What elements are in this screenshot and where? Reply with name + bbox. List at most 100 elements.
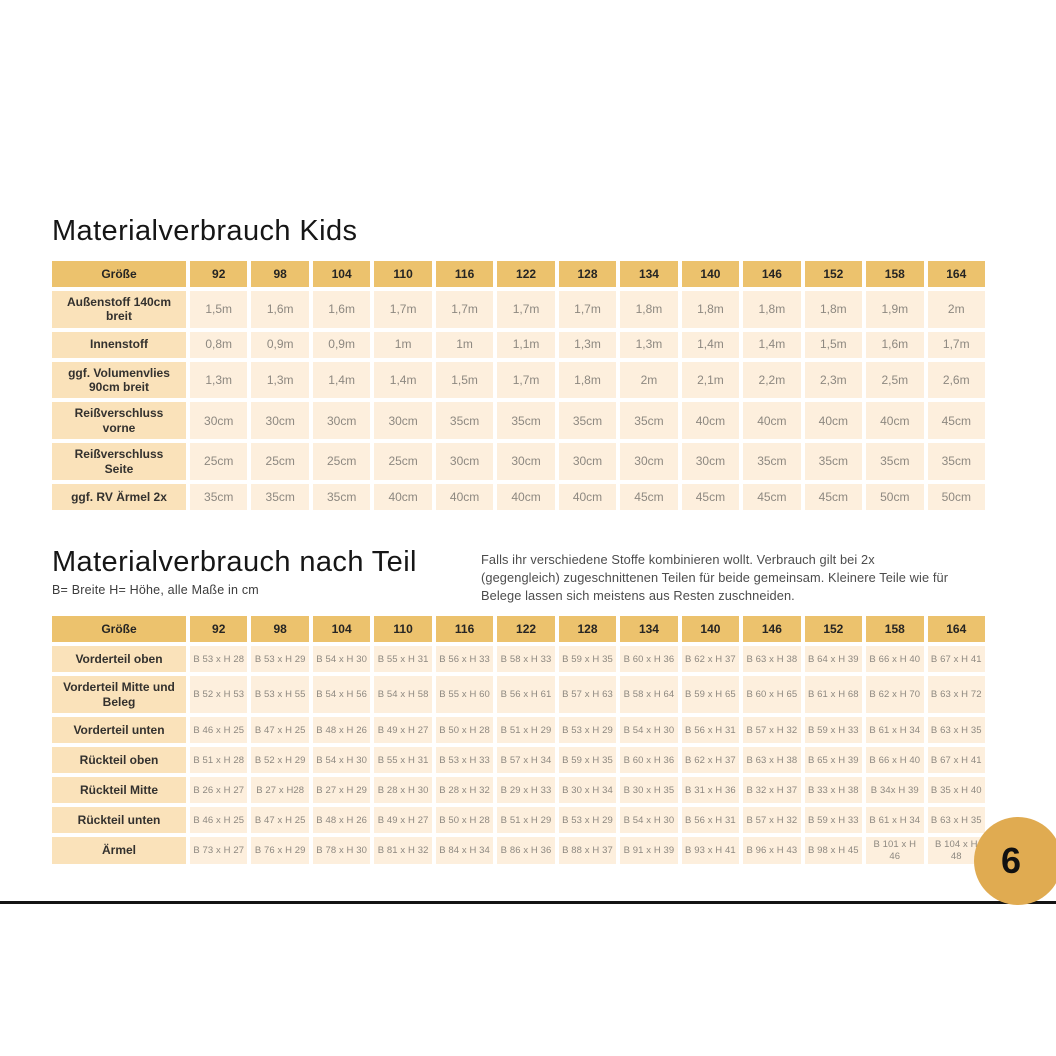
table-size-header: 92 bbox=[190, 260, 248, 287]
table-cell-value: B 56 x H 31 bbox=[681, 717, 740, 744]
table-cell-value: B 52 x H 53 bbox=[190, 676, 248, 714]
table-cell-value: B 54 x H 56 bbox=[312, 676, 371, 714]
table-cell-value: 45cm bbox=[804, 484, 863, 511]
table-cell-value: 40cm bbox=[743, 402, 801, 440]
table-cell-value: B 27 x H 29 bbox=[312, 777, 371, 804]
table-cell-value: 50cm bbox=[866, 484, 924, 511]
table-cell-value: 1,4m bbox=[743, 331, 801, 358]
table-cell-value: B 78 x H 30 bbox=[312, 837, 371, 865]
table-size-header: 140 bbox=[681, 616, 740, 643]
table-cell-value: B 61 x H 68 bbox=[804, 676, 863, 714]
table-cell-value: B 81 x H 32 bbox=[374, 837, 432, 865]
table-cell-value: B 55 x H 60 bbox=[435, 676, 494, 714]
table-cell-value: B 84 x H 34 bbox=[435, 837, 494, 865]
table-row-label: ggf. RV Ärmel 2x bbox=[52, 484, 186, 511]
table-cell-value: B 53 x H 29 bbox=[558, 717, 617, 744]
table-cell-value: 40cm bbox=[558, 484, 617, 511]
table-cell-value: B 59 x H 35 bbox=[558, 646, 617, 673]
table-size-header: 104 bbox=[312, 616, 371, 643]
table-cell-value: 25cm bbox=[251, 443, 309, 481]
table-cell-value: B 54 x H 30 bbox=[312, 646, 371, 673]
table-cell-value: 30cm bbox=[681, 443, 740, 481]
table-row-label: ggf. Volumenvlies 90cm breit bbox=[52, 361, 186, 399]
table-cell-value: 45cm bbox=[620, 484, 678, 511]
table-cell-value: B 52 x H 29 bbox=[251, 747, 309, 774]
table-cell-value: B 57 x H 63 bbox=[558, 676, 617, 714]
table-cell-value: 35cm bbox=[620, 402, 678, 440]
table-cell-value: B 59 x H 33 bbox=[804, 807, 863, 834]
table-cell-value: B 53 x H 55 bbox=[251, 676, 309, 714]
table-cell-value: 1,7m bbox=[558, 290, 617, 328]
table-cell-value: B 56 x H 33 bbox=[435, 646, 494, 673]
table-size-header: 164 bbox=[927, 260, 985, 287]
table-size-header: 110 bbox=[374, 616, 432, 643]
table-cell-value: 45cm bbox=[743, 484, 801, 511]
table-row-label: Vorderteil Mitte und Beleg bbox=[52, 676, 186, 714]
table-cell-value: 1,9m bbox=[866, 290, 924, 328]
table-size-header: 158 bbox=[866, 616, 924, 643]
table-cell-value: 40cm bbox=[866, 402, 924, 440]
section2-title-block: Materialverbrauch nach Teil B= Breite H=… bbox=[52, 546, 481, 597]
table-cell-value: B 61 x H 34 bbox=[866, 717, 924, 744]
table-cell-value: 1,8m bbox=[620, 290, 678, 328]
table-cell-value: B 66 x H 40 bbox=[866, 747, 924, 774]
table-cell-value: B 66 x H 40 bbox=[866, 646, 924, 673]
table-cell-value: B 27 x H28 bbox=[251, 777, 309, 804]
table-cell-value: 45cm bbox=[681, 484, 740, 511]
table-cell-value: 1,8m bbox=[743, 290, 801, 328]
table-cell-value: 30cm bbox=[312, 402, 371, 440]
table-corner-header: Größe bbox=[52, 616, 186, 643]
table-cell-value: B 88 x H 37 bbox=[558, 837, 617, 865]
table-cell-value: B 56 x H 31 bbox=[681, 807, 740, 834]
table-cell-value: B 76 x H 29 bbox=[251, 837, 309, 865]
table-cell-value: B 46 x H 25 bbox=[190, 717, 248, 744]
table-cell-value: 50cm bbox=[927, 484, 985, 511]
table-cell-value: B 28 x H 30 bbox=[374, 777, 432, 804]
table-cell-value: B 60 x H 36 bbox=[620, 646, 678, 673]
table-cell-value: 1,7m bbox=[374, 290, 432, 328]
table-cell-value: 1,7m bbox=[497, 361, 555, 399]
table-size-header: 122 bbox=[497, 260, 555, 287]
table-cell-value: B 34x H 39 bbox=[866, 777, 924, 804]
table-cell-value: 1,8m bbox=[804, 290, 863, 328]
table-cell-value: 25cm bbox=[190, 443, 248, 481]
table-cell-value: B 48 x H 26 bbox=[312, 717, 371, 744]
section1-title: Materialverbrauch Kids bbox=[52, 215, 358, 247]
table-cell-value: 30cm bbox=[190, 402, 248, 440]
table-cell-value: B 59 x H 35 bbox=[558, 747, 617, 774]
table-cell-value: B 63 x H 72 bbox=[927, 676, 985, 714]
table-corner-header: Größe bbox=[52, 260, 186, 287]
page-content: Materialverbrauch Kids Größe 92 98 104 110 11… bbox=[52, 215, 985, 865]
table-cell-value: 1,6m bbox=[866, 331, 924, 358]
table-cell-value: 35cm bbox=[866, 443, 924, 481]
table-cell-value: 1,6m bbox=[312, 290, 371, 328]
table-cell-value: 30cm bbox=[497, 443, 555, 481]
table-cell-value: 35cm bbox=[312, 484, 371, 511]
table-cell-value: 1,4m bbox=[681, 331, 740, 358]
table-cell-value: 35cm bbox=[190, 484, 248, 511]
table-cell-value: B 55 x H 31 bbox=[374, 646, 432, 673]
table-cell-value: B 50 x H 28 bbox=[435, 717, 494, 744]
table-cell-value: 1,1m bbox=[497, 331, 555, 358]
table-cell-value: B 53 x H 29 bbox=[251, 646, 309, 673]
table-cell-value: 40cm bbox=[374, 484, 432, 511]
table-cell-value: B 63 x H 35 bbox=[927, 717, 985, 744]
table-cell-value: B 73 x H 27 bbox=[190, 837, 248, 865]
table-cell-value: 40cm bbox=[681, 402, 740, 440]
table-cell-value: B 57 x H 34 bbox=[497, 747, 555, 774]
table-cell-value: B 46 x H 25 bbox=[190, 807, 248, 834]
table-row-label: Vorderteil unten bbox=[52, 717, 186, 744]
table-cell-value: B 55 x H 31 bbox=[374, 747, 432, 774]
table-cell-value: 1,4m bbox=[374, 361, 432, 399]
table-cell-value: 1,3m bbox=[620, 331, 678, 358]
table-cell-value: B 49 x H 27 bbox=[374, 717, 432, 744]
table-cell-value: 0,8m bbox=[190, 331, 248, 358]
table-cell-value: B 64 x H 39 bbox=[804, 646, 863, 673]
table-cell-value: B 30 x H 34 bbox=[558, 777, 617, 804]
table-size-header: 110 bbox=[374, 260, 432, 287]
table-cell-value: B 63 x H 38 bbox=[743, 646, 801, 673]
table-size-header: 98 bbox=[251, 260, 309, 287]
table-cell-value: B 51 x H 28 bbox=[190, 747, 248, 774]
table-cell-value: B 101 x H 46 bbox=[866, 837, 924, 865]
